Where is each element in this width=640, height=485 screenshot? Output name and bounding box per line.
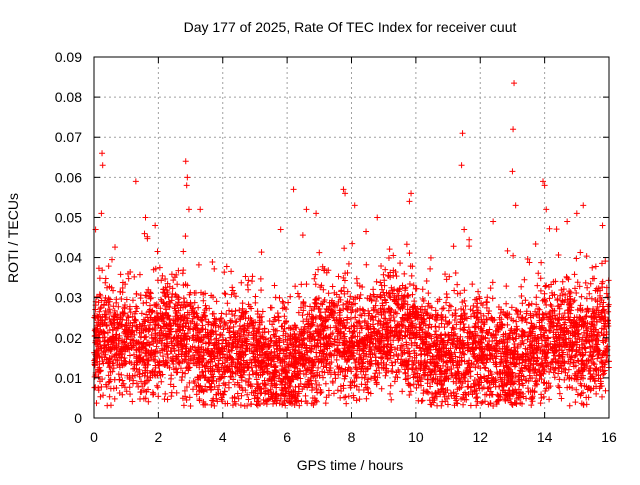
chart-background (0, 0, 640, 480)
